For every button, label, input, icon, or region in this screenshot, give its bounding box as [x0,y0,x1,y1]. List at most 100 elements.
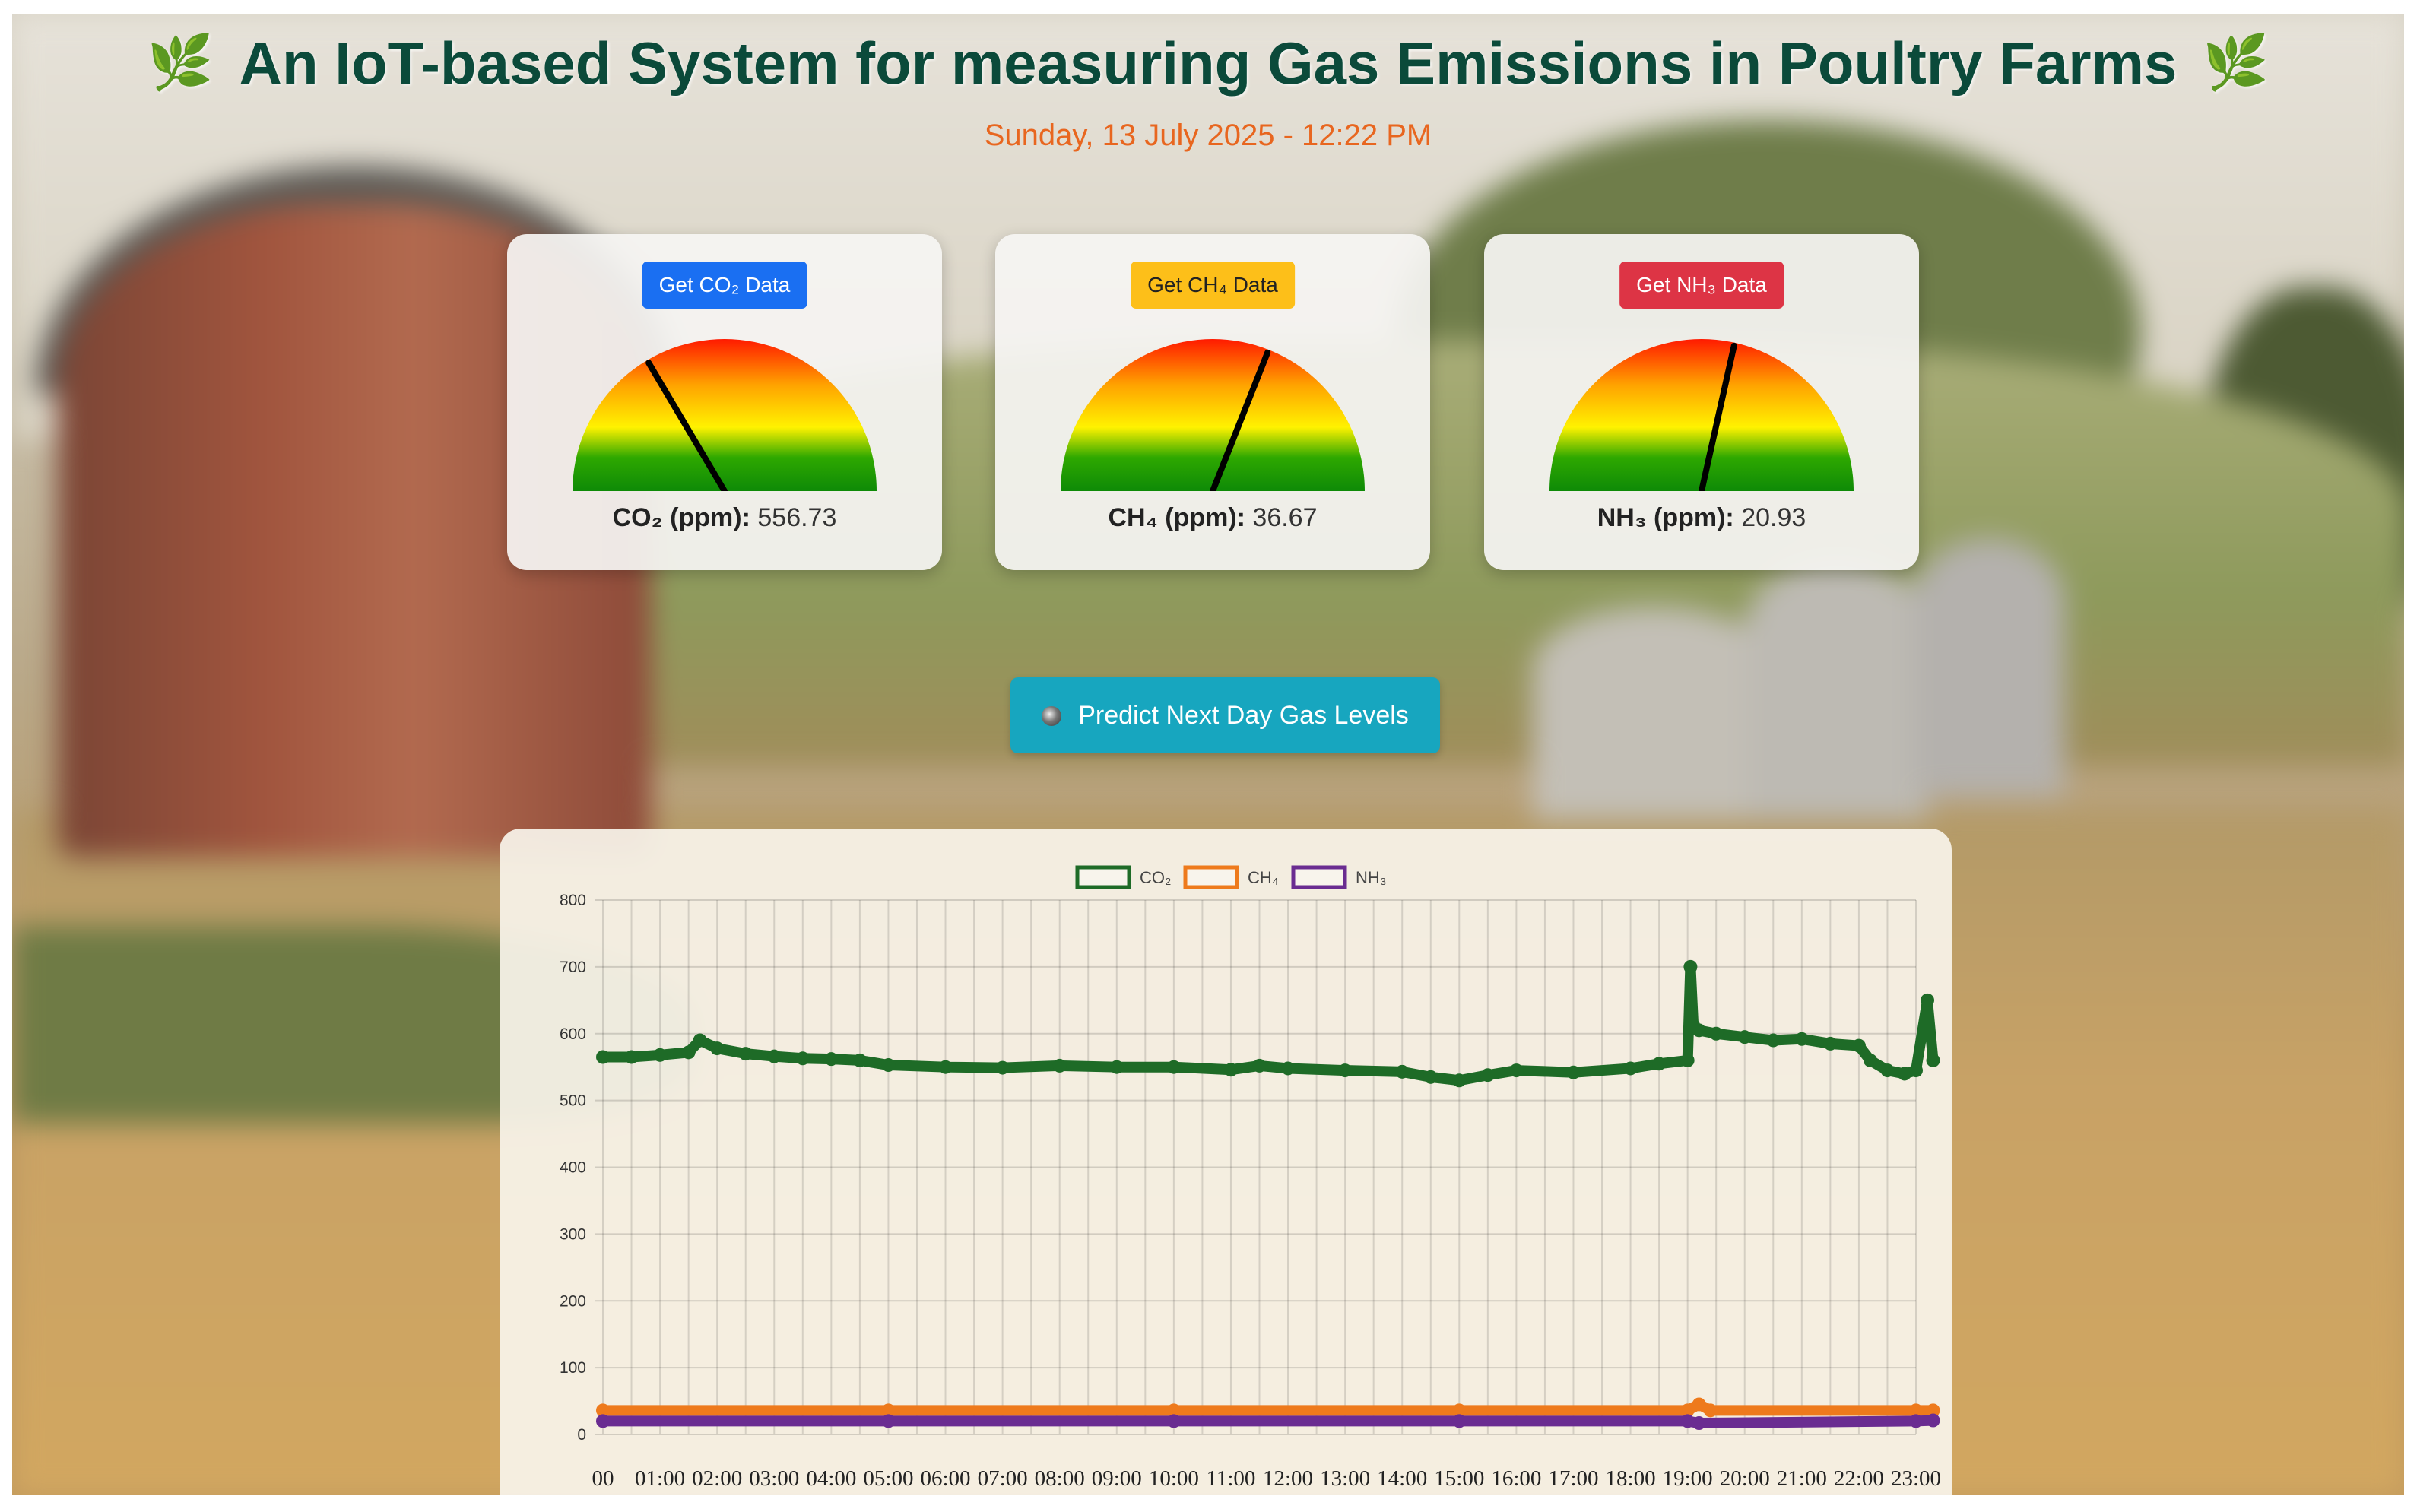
x-tick-label: 12:00 [1263,1466,1313,1491]
x-tick-label: 07:00 [978,1466,1028,1491]
data-point [1897,1067,1911,1081]
predict-next-day-button[interactable]: Predict Next Day Gas Levels [1010,677,1440,753]
ch4-gauge [1061,339,1365,491]
data-point [1452,1073,1467,1088]
page-title-text: An IoT-based System for measuring Gas Em… [239,30,2178,97]
data-point [1109,1060,1124,1074]
data-point [938,1060,953,1074]
predict-button-label: Predict Next Day Gas Levels [1078,700,1409,730]
data-point [1880,1063,1895,1078]
gauge-needle [1699,342,1737,491]
data-point [1680,1403,1695,1418]
data-point [1623,1061,1638,1076]
data-point [795,1051,810,1066]
data-point [1395,1064,1410,1079]
x-tick-label: 20:00 [1720,1466,1770,1491]
data-point [1166,1414,1181,1428]
data-point [1680,1053,1695,1067]
co2-value: 556.73 [757,503,837,532]
data-point [1680,1414,1695,1428]
data-point [1909,1063,1923,1078]
nh3-label: NH₃ (ppm): [1597,503,1734,532]
x-tick-label: 11:00 [1206,1466,1255,1491]
legend-label[interactable]: CH₄ [1248,868,1279,887]
x-tick-label: 23:00 [1891,1466,1941,1491]
data-point [1452,1414,1467,1428]
nh3-gauge-card: Get NH₃ Data NH₃ (ppm): 20.93 [1484,234,1919,570]
x-tick-label: 02:00 [692,1466,742,1491]
data-point [1052,1058,1067,1073]
y-tick-label: 300 [560,1225,586,1243]
data-point [1566,1065,1581,1079]
data-point [1423,1070,1438,1084]
data-point [1823,1036,1838,1051]
data-point [881,1403,896,1418]
x-tick-label: 05:00 [863,1466,913,1491]
data-point [881,1414,896,1428]
y-tick-label: 0 [577,1426,586,1444]
data-point [1851,1038,1866,1053]
data-point [1709,1026,1724,1041]
data-point [596,1050,610,1064]
y-tick-label: 100 [560,1359,586,1377]
get-ch4-data-button[interactable]: Get CH₄ Data [1131,262,1295,309]
leaf-icon: 🌿 [147,33,214,92]
data-point [1926,1403,1940,1418]
legend-swatch[interactable] [1291,865,1347,889]
y-tick-label: 500 [560,1092,586,1110]
x-tick-label: 10:00 [1149,1466,1199,1491]
get-co2-data-button[interactable]: Get CO₂ Data [642,262,807,309]
leaf-icon: 🌿 [2203,33,2270,92]
data-point [881,1058,896,1073]
x-tick-label: 06:00 [920,1466,970,1491]
series-line [598,1399,1939,1416]
data-point [1909,1414,1923,1428]
data-point [1338,1063,1353,1078]
y-tick-label: 700 [560,959,586,976]
gauge-needle [645,360,728,491]
data-point [596,1403,610,1418]
data-point [596,1414,610,1428]
legend-swatch[interactable] [1075,865,1131,889]
x-tick-label: 13:00 [1320,1466,1370,1491]
data-point [1703,1403,1718,1418]
current-datetime: Sunday, 13 July 2025 - 12:22 PM [984,119,1432,152]
x-tick-label: 00 [592,1466,614,1491]
data-point [995,1060,1010,1075]
data-point [1926,1413,1940,1428]
legend-swatch[interactable] [1183,865,1239,889]
gauge-arc [573,339,877,491]
ch4-reading: CH₄ (ppm): 36.67 [995,503,1430,533]
x-tick-label: 03:00 [749,1466,799,1491]
x-tick-label: 19:00 [1663,1466,1713,1491]
x-tick-label: 01:00 [635,1466,685,1491]
legend-label[interactable]: NH₃ [1356,868,1387,887]
co2-gauge-card: Get CO₂ Data CO₂ (ppm): 556.73 [507,234,942,570]
gas-history-chart: 0 100 200 300 400 500 600 700 800 00 01:00 02:00 03:… [560,865,1941,1491]
data-point [1692,1416,1706,1431]
data-point [1909,1403,1923,1418]
x-tick-label: 15:00 [1434,1466,1484,1491]
series-line [598,1415,1939,1429]
y-tick-label: 400 [560,1159,586,1177]
gauge-arc [1549,339,1854,491]
chart-grid [595,899,1917,1435]
x-tick-label: 14:00 [1377,1466,1427,1491]
data-point [1766,1033,1781,1048]
co2-reading: CO₂ (ppm): 556.73 [507,503,942,533]
page-background: 🌿 An IoT-based System for measuring Gas E… [12,14,2404,1495]
nh3-reading: NH₃ (ppm): 20.93 [1484,503,1919,533]
legend-label[interactable]: CO₂ [1140,868,1172,887]
data-point [1926,1053,1940,1067]
data-point [1252,1058,1267,1073]
data-point [1921,993,1935,1007]
data-point [1452,1403,1467,1418]
get-nh3-data-button[interactable]: Get NH₃ Data [1619,262,1784,309]
x-tick-label: 04:00 [806,1466,856,1491]
data-point [1863,1053,1877,1067]
x-tick-label: 17:00 [1548,1466,1598,1491]
ch4-label: CH₄ (ppm): [1108,503,1245,532]
y-tick-label: 600 [560,1025,586,1043]
data-point [681,1045,696,1060]
crystal-ball-icon [1042,705,1062,726]
